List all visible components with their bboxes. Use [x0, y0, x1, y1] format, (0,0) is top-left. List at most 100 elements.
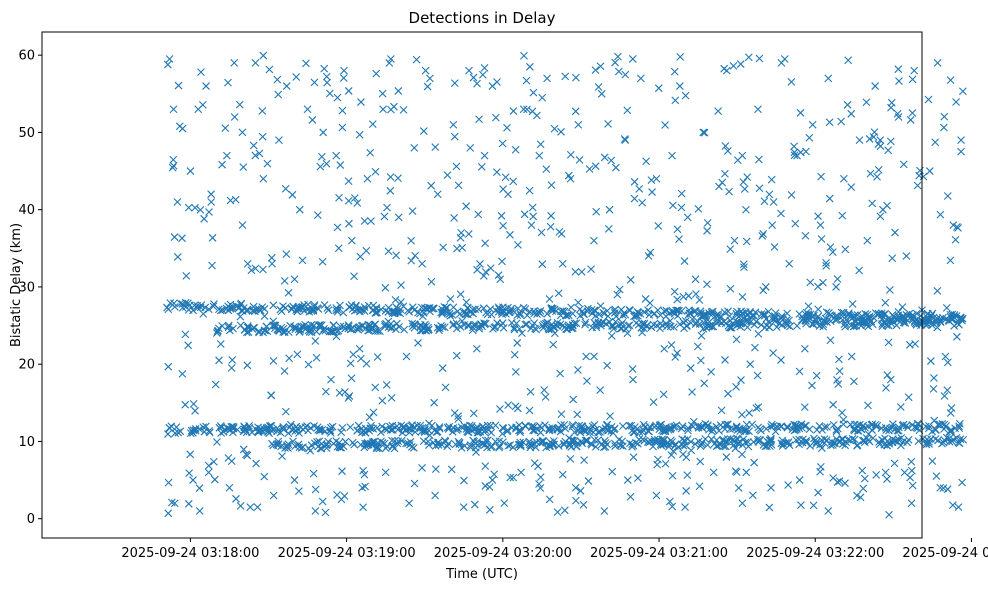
data-point: [269, 301, 278, 310]
data-point: [742, 316, 751, 325]
data-point: [560, 323, 569, 331]
data-point: [336, 301, 344, 310]
data-point: [630, 428, 639, 437]
data-point: [399, 105, 408, 114]
data-point: [486, 264, 495, 272]
data-point: [355, 344, 364, 353]
data-point: [410, 143, 419, 152]
data-point: [850, 435, 859, 444]
data-point: [353, 199, 362, 207]
data-point: [783, 321, 792, 330]
data-point: [832, 283, 840, 291]
data-point: [471, 425, 479, 434]
chart-title: Detections in Delay: [409, 9, 556, 27]
data-point: [336, 161, 345, 169]
data-point: [336, 322, 345, 331]
data-point: [680, 257, 689, 265]
data-point: [883, 475, 891, 483]
data-point: [280, 276, 289, 285]
data-point: [812, 440, 821, 448]
data-point: [224, 321, 233, 330]
data-point: [759, 441, 768, 449]
data-point: [176, 299, 185, 308]
data-point: [809, 501, 818, 510]
data-point: [381, 283, 390, 292]
data-point: [416, 421, 425, 430]
data-point: [905, 309, 914, 318]
x-axis: 2025-09-24 03:18:00 2025-09-24 03:19:00 20…: [121, 538, 988, 561]
data-point: [301, 320, 309, 329]
data-point: [259, 174, 268, 183]
data-point: [259, 265, 267, 274]
data-point: [182, 272, 191, 280]
data-point: [690, 307, 699, 316]
data-point: [291, 426, 300, 435]
data-point: [269, 491, 278, 500]
data-point: [279, 425, 288, 434]
data-point: [224, 78, 232, 87]
data-point: [608, 467, 617, 476]
data-point: [536, 473, 545, 482]
data-point: [404, 439, 412, 448]
data-point: [816, 221, 825, 230]
y-tick-label: 0: [27, 512, 35, 527]
data-point: [841, 479, 849, 488]
data-point: [512, 319, 521, 328]
data-point: [512, 423, 521, 432]
data-point: [187, 426, 196, 435]
data-point: [720, 317, 729, 326]
data-point: [897, 434, 906, 442]
data-point: [852, 321, 861, 330]
data-point: [445, 309, 454, 318]
data-point: [345, 219, 353, 228]
data-point: [724, 307, 732, 316]
data-point: [309, 469, 318, 478]
data-point: [425, 419, 433, 428]
data-point: [366, 424, 375, 433]
data-point: [446, 295, 455, 303]
data-point: [751, 343, 759, 352]
data-point: [442, 303, 451, 312]
data-point: [822, 261, 831, 270]
data-point: [316, 162, 325, 171]
data-point: [294, 487, 303, 496]
data-point: [938, 439, 946, 448]
data-point: [767, 483, 775, 492]
data-point: [658, 426, 666, 435]
data-point: [238, 128, 247, 137]
data-point: [583, 377, 591, 385]
data-point: [695, 482, 704, 491]
data-point: [202, 422, 210, 431]
data-point: [679, 292, 688, 301]
data-point: [353, 426, 362, 435]
data-point: [940, 112, 949, 121]
data-point: [958, 87, 967, 96]
data-point: [623, 476, 632, 484]
data-point: [319, 326, 328, 335]
data-point: [679, 441, 688, 450]
data-point: [819, 316, 828, 324]
data-point: [292, 73, 301, 81]
data-point: [460, 321, 469, 329]
data-point: [410, 320, 419, 328]
data-point: [833, 275, 842, 283]
data-point: [577, 422, 586, 430]
data-point: [898, 421, 907, 430]
data-point: [444, 425, 453, 433]
data-point: [749, 311, 757, 319]
data-point: [511, 145, 520, 154]
data-point: [721, 169, 729, 178]
data-point: [743, 173, 752, 182]
data-point: [742, 420, 751, 429]
data-point: [705, 322, 714, 330]
data-point: [881, 468, 890, 477]
data-point: [769, 198, 778, 206]
data-point: [536, 428, 545, 437]
data-point: [397, 298, 405, 306]
data-point: [609, 429, 618, 437]
data-point: [737, 319, 746, 328]
data-point: [626, 439, 634, 448]
data-point: [652, 174, 661, 183]
data-point: [309, 306, 318, 315]
data-point: [178, 370, 187, 378]
